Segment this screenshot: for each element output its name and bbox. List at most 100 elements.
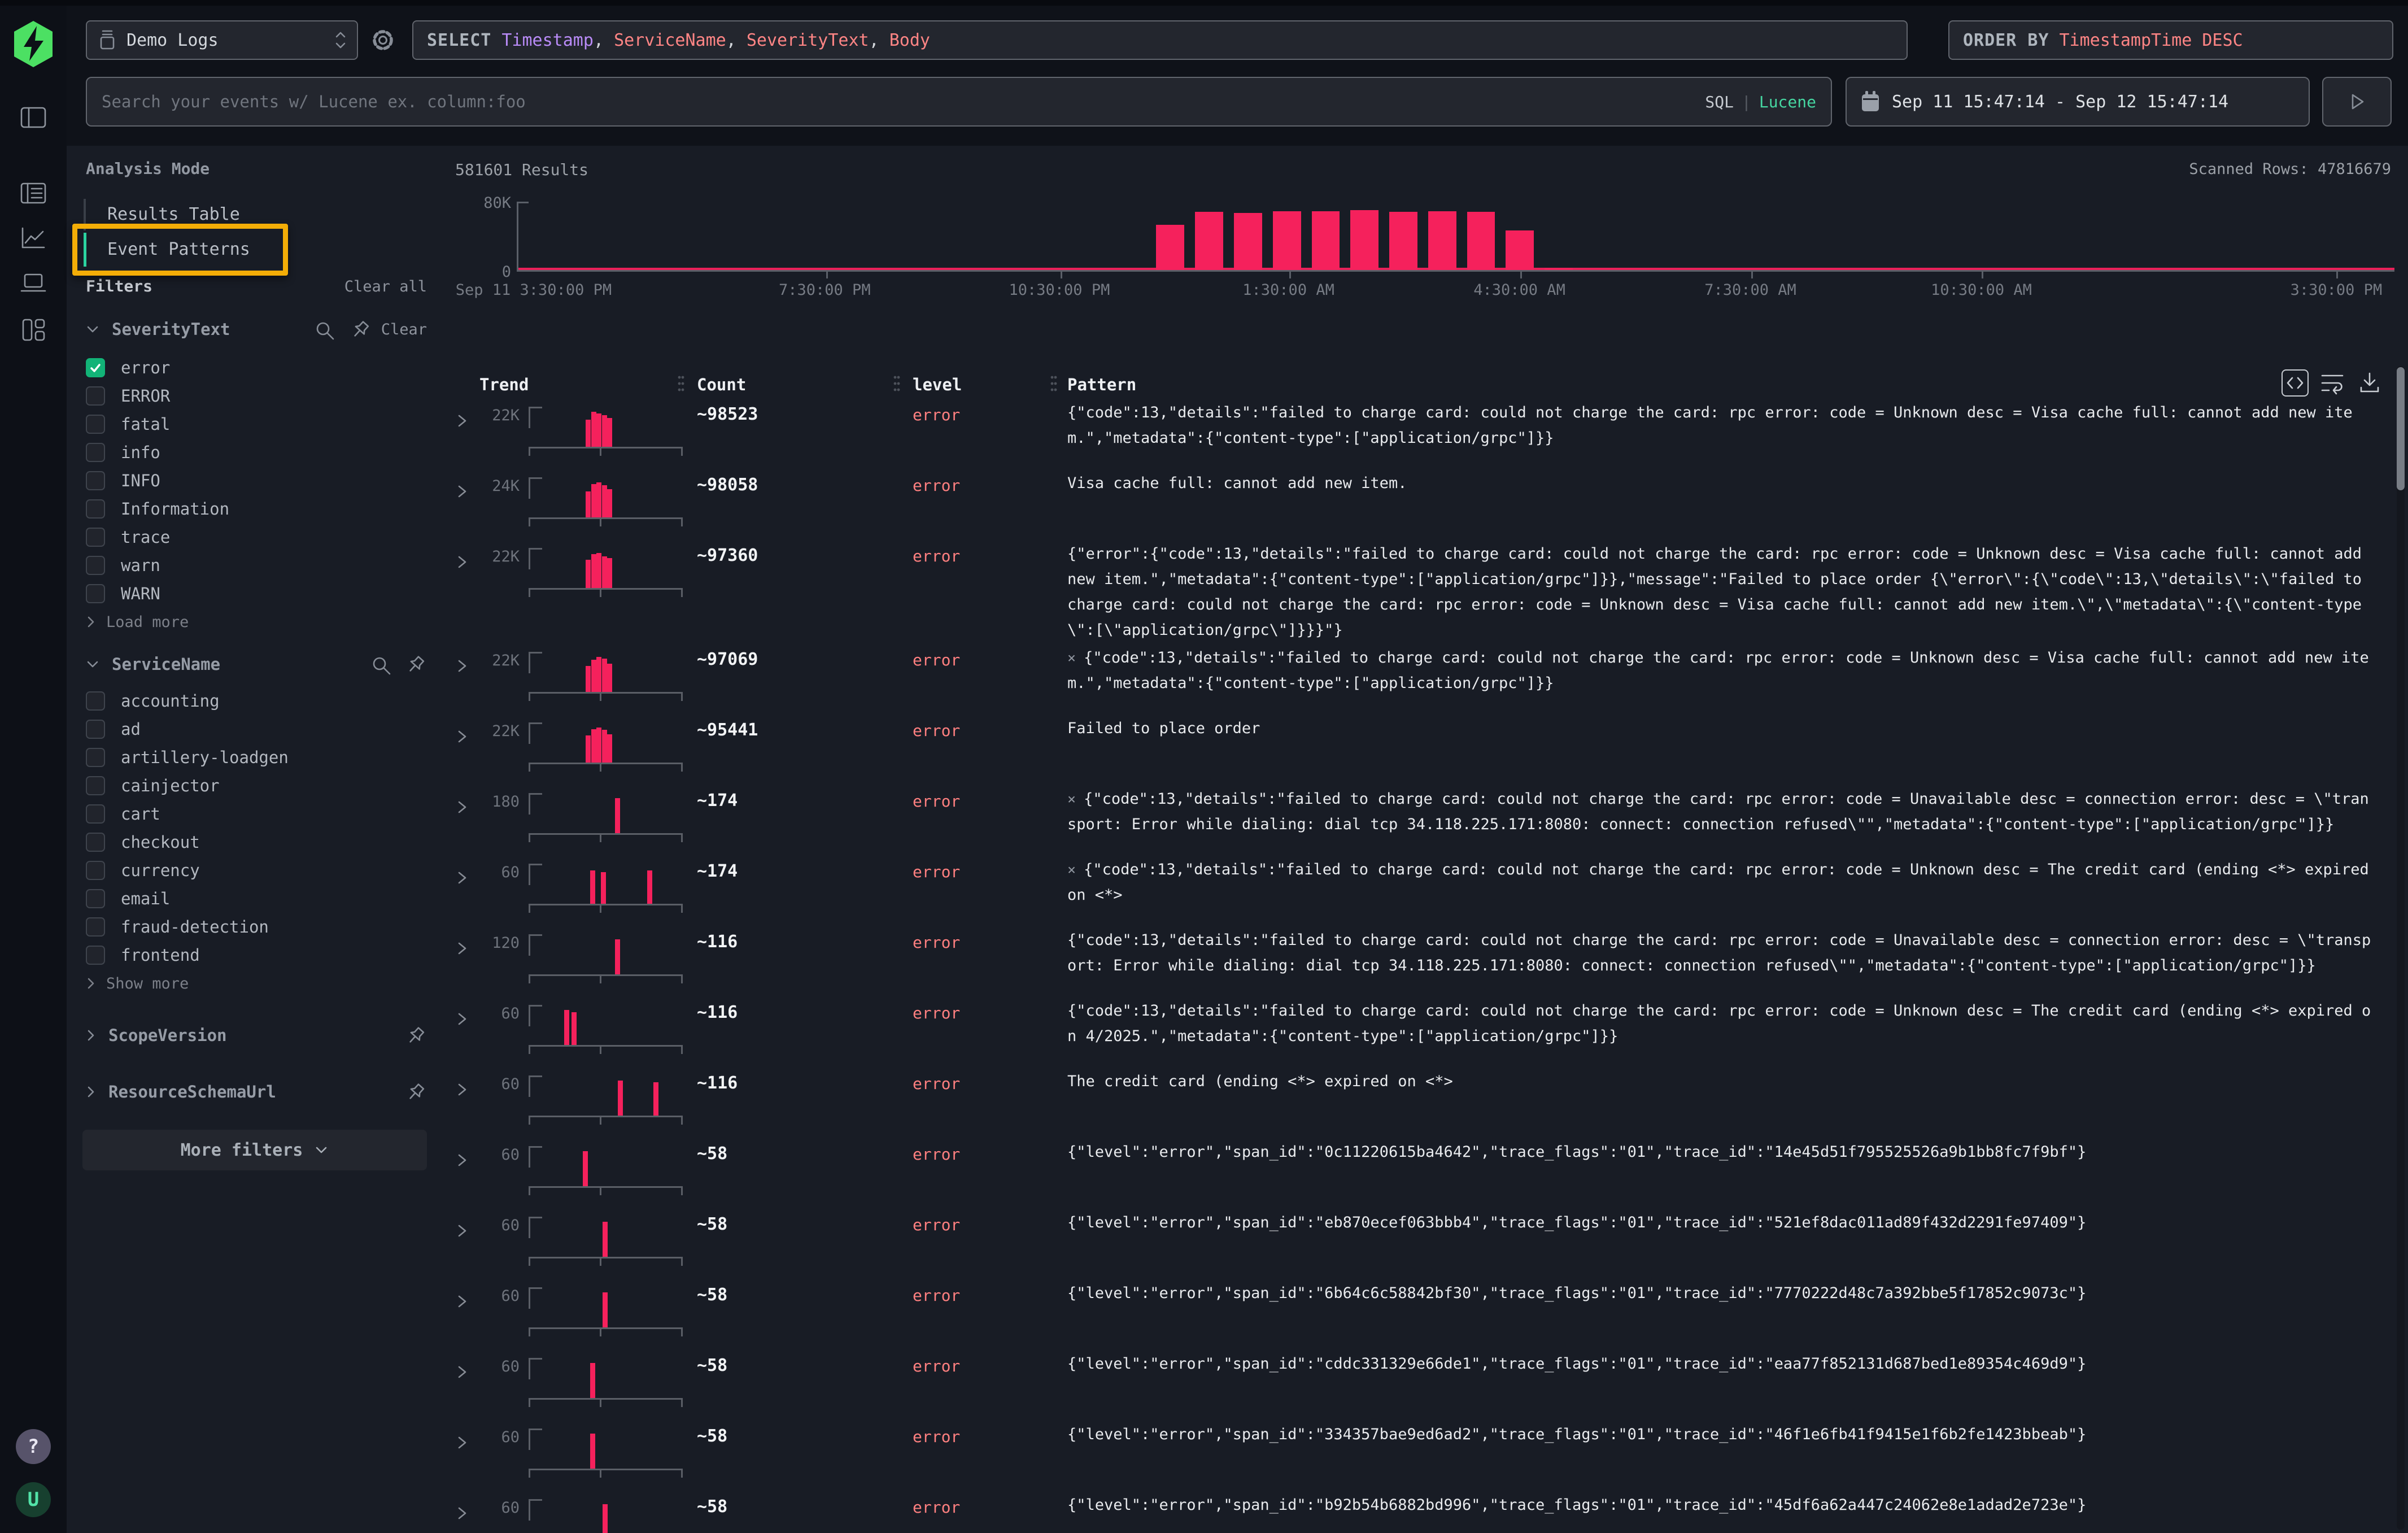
checkbox-unchecked[interactable] (86, 471, 105, 490)
chevron-down-icon[interactable] (86, 324, 99, 334)
scrollbar-thumb[interactable] (2397, 367, 2405, 490)
filter-option-fraud-detection[interactable]: fraud-detection (86, 913, 435, 941)
checkbox-unchecked[interactable] (86, 720, 105, 739)
pattern-dismiss-mark[interactable]: × (1067, 650, 1076, 666)
checkbox-unchecked[interactable] (86, 386, 105, 406)
pattern-row[interactable]: 60 ~58 error {"level":"error","span_id":"6b… (452, 1278, 2374, 1349)
pattern-row[interactable]: 60 ~58 error {"level":"error","span_id":"33… (452, 1419, 2374, 1490)
search-icon[interactable] (370, 655, 392, 676)
filter-option-Information[interactable]: Information (86, 495, 435, 523)
order-by-input[interactable]: ORDER BY TimestampTime DESC (1948, 20, 2393, 60)
row-expand-chevron[interactable] (452, 643, 478, 677)
column-resize-handle[interactable] (1050, 374, 1057, 398)
column-resize-handle[interactable] (678, 374, 684, 398)
pattern-dismiss-mark[interactable]: × (1067, 861, 1076, 878)
column-header-count[interactable]: Count (678, 375, 913, 394)
checkbox-unchecked[interactable] (86, 584, 105, 603)
filter-option-info[interactable]: info (86, 438, 435, 467)
pattern-row[interactable]: 120 ~116 error {"code":13,"details":"failed… (452, 925, 2374, 996)
results-histogram[interactable] (517, 202, 2394, 278)
pattern-row[interactable]: 180 ~174 error × {"code":13,"details":"faile… (452, 784, 2374, 855)
download-icon[interactable] (2357, 371, 2382, 395)
checkbox-unchecked[interactable] (86, 443, 105, 462)
row-expand-chevron[interactable] (452, 1349, 478, 1383)
checkbox-unchecked[interactable] (86, 917, 105, 937)
pattern-row[interactable]: 22K ~97069 error × {"code":13,"details":"fai… (452, 643, 2374, 713)
filter-option-WARN[interactable]: WARN (86, 580, 435, 608)
row-expand-chevron[interactable] (452, 1066, 478, 1100)
date-range-picker[interactable]: Sep 11 15:47:14 - Sep 12 15:47:14 (1846, 77, 2310, 127)
pattern-dismiss-mark[interactable]: × (1067, 791, 1076, 807)
more-filters-button[interactable]: More filters (82, 1130, 427, 1170)
row-expand-chevron[interactable] (452, 1278, 478, 1312)
severity-clear-button[interactable]: Clear (381, 321, 427, 338)
checkbox-unchecked[interactable] (86, 499, 105, 519)
checkbox-unchecked[interactable] (86, 748, 105, 767)
wrap-text-icon[interactable] (2320, 371, 2346, 395)
row-expand-chevron[interactable] (452, 539, 478, 573)
clear-all-button[interactable]: Clear all (344, 278, 427, 295)
pattern-row[interactable]: 22K ~98523 error {"code":13,"details":"fail… (452, 398, 2374, 468)
filter-option-ERROR[interactable]: ERROR (86, 382, 435, 410)
chevron-down-icon[interactable] (86, 659, 99, 669)
dashboards-icon[interactable] (20, 316, 47, 343)
hyperdx-logo-icon[interactable] (11, 20, 55, 68)
chart-explorer-icon[interactable] (20, 224, 47, 251)
row-expand-chevron[interactable] (452, 713, 478, 747)
run-query-button[interactable] (2322, 77, 2392, 127)
chevron-right-icon[interactable] (86, 1029, 96, 1042)
scopeversion-group-title[interactable]: ScopeVersion (108, 1026, 227, 1045)
search-input[interactable] (102, 92, 1705, 111)
filter-option-artillery-loadgen[interactable]: artillery-loadgen (86, 743, 435, 772)
view-code-icon[interactable] (2282, 369, 2309, 397)
checkbox-unchecked[interactable] (86, 556, 105, 575)
column-header-level[interactable]: level (893, 375, 1067, 394)
checkbox-unchecked[interactable] (86, 415, 105, 434)
pin-icon[interactable] (404, 1081, 427, 1104)
sql-mode-button[interactable]: SQL (1705, 92, 1734, 111)
filter-option-email[interactable]: email (86, 885, 435, 913)
row-expand-chevron[interactable] (452, 468, 478, 502)
pattern-row[interactable]: 60 ~174 error × {"code":13,"details":"failed… (452, 855, 2374, 925)
resourceschemaurl-group-title[interactable]: ResourceSchemaUrl (108, 1082, 276, 1101)
chevron-right-icon[interactable] (86, 1085, 96, 1099)
pattern-row[interactable]: 60 ~58 error {"level":"error","span_id":"b9… (452, 1490, 2374, 1533)
checkbox-unchecked[interactable] (86, 833, 105, 852)
filter-load-more[interactable]: Load more (86, 608, 435, 636)
filter-option-error[interactable]: error (86, 354, 435, 382)
filter-option-currency[interactable]: currency (86, 856, 435, 885)
service-group-title[interactable]: ServiceName (112, 655, 221, 674)
pattern-row[interactable]: 60 ~58 error {"level":"error","span_id":"0c… (452, 1137, 2374, 1208)
search-icon[interactable] (314, 320, 335, 341)
checkbox-unchecked[interactable] (86, 691, 105, 711)
row-expand-chevron[interactable] (452, 1208, 478, 1242)
sessions-icon[interactable] (20, 270, 47, 297)
column-header-trend[interactable]: Trend (479, 375, 529, 394)
pattern-row[interactable]: 24K ~98058 error Visa cache full: cannot ad… (452, 468, 2374, 539)
search-logs-icon[interactable] (20, 180, 47, 207)
row-expand-chevron[interactable] (452, 1419, 478, 1453)
pattern-row[interactable]: 60 ~116 error {"code":13,"details":"failed … (452, 996, 2374, 1066)
lucene-mode-button[interactable]: Lucene (1759, 92, 1816, 111)
select-query-input[interactable]: SELECT Timestamp, ServiceName, SeverityT… (412, 20, 1908, 60)
pin-icon[interactable] (404, 1025, 427, 1047)
pin-icon[interactable] (404, 654, 427, 676)
row-expand-chevron[interactable] (452, 1490, 478, 1524)
filter-option-cart[interactable]: cart (86, 800, 435, 828)
filter-option-accounting[interactable]: accounting (86, 687, 435, 715)
help-button[interactable]: ? (16, 1429, 51, 1464)
row-expand-chevron[interactable] (452, 996, 478, 1030)
checkbox-unchecked[interactable] (86, 861, 105, 880)
filter-option-fatal[interactable]: fatal (86, 410, 435, 438)
pin-icon[interactable] (349, 319, 372, 341)
column-header-pattern[interactable]: Pattern (1050, 375, 2374, 394)
row-expand-chevron[interactable] (452, 925, 478, 959)
pattern-row[interactable]: 60 ~58 error {"level":"error","span_id":"eb… (452, 1208, 2374, 1278)
gear-icon[interactable] (370, 27, 396, 53)
checkbox-checked[interactable] (86, 358, 105, 377)
user-avatar[interactable]: U (16, 1482, 51, 1517)
filter-option-ad[interactable]: ad (86, 715, 435, 743)
pattern-row[interactable]: 22K ~95441 error Failed to place order (452, 713, 2374, 784)
checkbox-unchecked[interactable] (86, 776, 105, 795)
row-expand-chevron[interactable] (452, 784, 478, 818)
